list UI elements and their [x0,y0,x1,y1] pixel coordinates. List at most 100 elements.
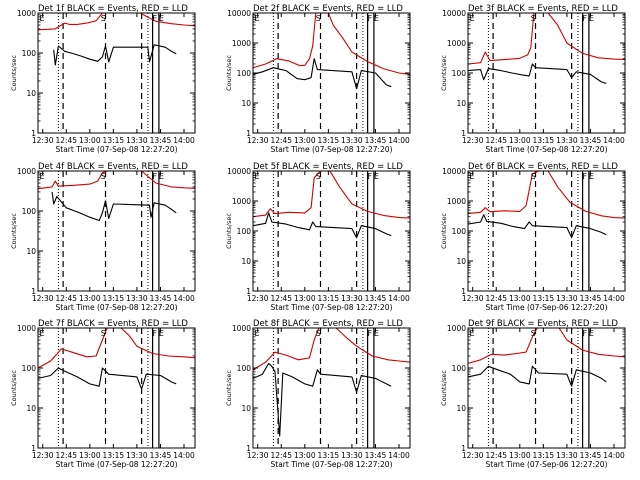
y-tick-label: 10 [456,404,466,413]
series-black [37,367,177,390]
y-tick-label: 10 [456,257,466,266]
x-tick-label: 13:45 [365,136,387,145]
event-marker: E [159,14,164,23]
event-marker: E [470,329,475,338]
y-tick-label: 1 [246,129,251,138]
event-marker: E [255,172,260,181]
x-tick-label: 13:45 [580,294,602,303]
y-axis-label: Counts/sec [440,55,448,91]
x-tick-label: 12:30 [247,136,269,145]
x-axis-label: Start Time (07-Sep-08 12:27:20) [56,460,178,469]
x-axis-label: Start Time (07-Sep-08 12:27:20) [271,145,393,154]
event-marker: E [374,329,379,338]
series-black [53,44,177,66]
event-marker: E [589,329,594,338]
event-marker: F [583,329,588,338]
y-tick-label: 10 [241,99,251,108]
y-tick-label: 1000 [232,324,251,333]
x-tick-label: 13:45 [150,294,172,303]
y-tick-label: 1 [246,287,251,296]
y-tick-label: 100 [452,364,467,373]
y-axis-label: Counts/sec [225,213,233,249]
event-marker: E [470,14,475,23]
series-black [51,191,177,222]
y-tick-label: 10 [26,89,36,98]
y-tick-label: 10 [241,404,251,413]
x-tick-label: 12:45 [270,294,292,303]
plot-frame [252,327,411,449]
x-tick-label: 14:00 [603,451,625,460]
x-tick-label: 13:15 [533,294,555,303]
x-axis-label: Start Time (07-Sep-06 12:27:20) [486,460,608,469]
event-marker: E [589,14,594,23]
y-tick-label: 1 [461,287,466,296]
x-tick-label: 13:30 [341,294,363,303]
plot-frame [467,12,626,134]
series-red [37,327,196,369]
x-tick-label: 12:45 [55,294,77,303]
series-black [467,365,607,387]
y-tick-label: 1000 [447,39,466,48]
x-tick-label: 14:00 [388,451,410,460]
event-marker: F [153,172,158,181]
x-tick-label: 13:00 [294,136,316,145]
event-marker: F [153,329,158,338]
y-axis-label: Counts/sec [10,213,18,249]
event-marker: E [589,172,594,181]
series-red [37,170,196,190]
y-tick-label: 10000 [227,167,251,176]
x-axis-label: Start Time (07-Sep-08 12:27:20) [56,145,178,154]
x-tick-label: 13:30 [341,451,363,460]
x-tick-label: 14:00 [388,136,410,145]
event-marker: E [159,172,164,181]
y-tick-label: 1000 [17,167,36,176]
plot-frame [467,170,626,292]
event-marker: E [40,329,45,338]
y-tick-label: 100 [22,49,37,58]
x-tick-label: 12:30 [247,294,269,303]
x-tick-label: 12:45 [485,451,507,460]
y-tick-label: 100 [237,227,252,236]
event-marker: S [101,14,106,23]
x-axis-label: Start Time (07-Sep-08 12:27:20) [271,460,393,469]
y-axis-label: Counts/sec [10,370,18,406]
y-tick-label: 1000 [17,324,36,333]
series-red [467,327,626,364]
x-tick-label: 13:30 [556,294,578,303]
series-red [252,170,411,219]
panel-title: Det 4f BLACK = Events, RED = LLD [38,162,188,172]
x-tick-label: 12:45 [485,136,507,145]
event-marker: F [368,14,373,23]
x-tick-label: 14:00 [173,451,195,460]
event-marker: F [368,329,373,338]
y-tick-label: 100 [22,364,37,373]
event-marker: S [531,172,536,181]
panel-title: Det 1f BLACK = Events, RED = LLD [38,4,188,14]
x-tick-label: 13:00 [509,136,531,145]
x-tick-label: 13:00 [509,294,531,303]
y-tick-label: 1000 [447,197,466,206]
y-tick-label: 100 [452,69,467,78]
y-tick-label: 1 [31,287,36,296]
x-tick-label: 13:15 [533,451,555,460]
event-marker: F [368,172,373,181]
x-axis-label: Start Time (07-Sep-08 12:27:20) [56,303,178,312]
x-tick-label: 12:30 [32,451,54,460]
x-tick-label: 12:45 [485,294,507,303]
y-tick-label: 1000 [447,324,466,333]
series-red [467,12,626,65]
series-black [252,58,392,90]
x-tick-label: 13:30 [556,451,578,460]
panel-title: Det 9f BLACK = Events, RED = LLD [468,319,618,329]
event-marker: S [316,172,321,181]
x-tick-label: 13:15 [318,294,340,303]
x-tick-label: 13:00 [509,451,531,460]
x-tick-label: 14:00 [388,294,410,303]
x-tick-label: 12:45 [55,451,77,460]
x-tick-label: 12:30 [462,294,484,303]
